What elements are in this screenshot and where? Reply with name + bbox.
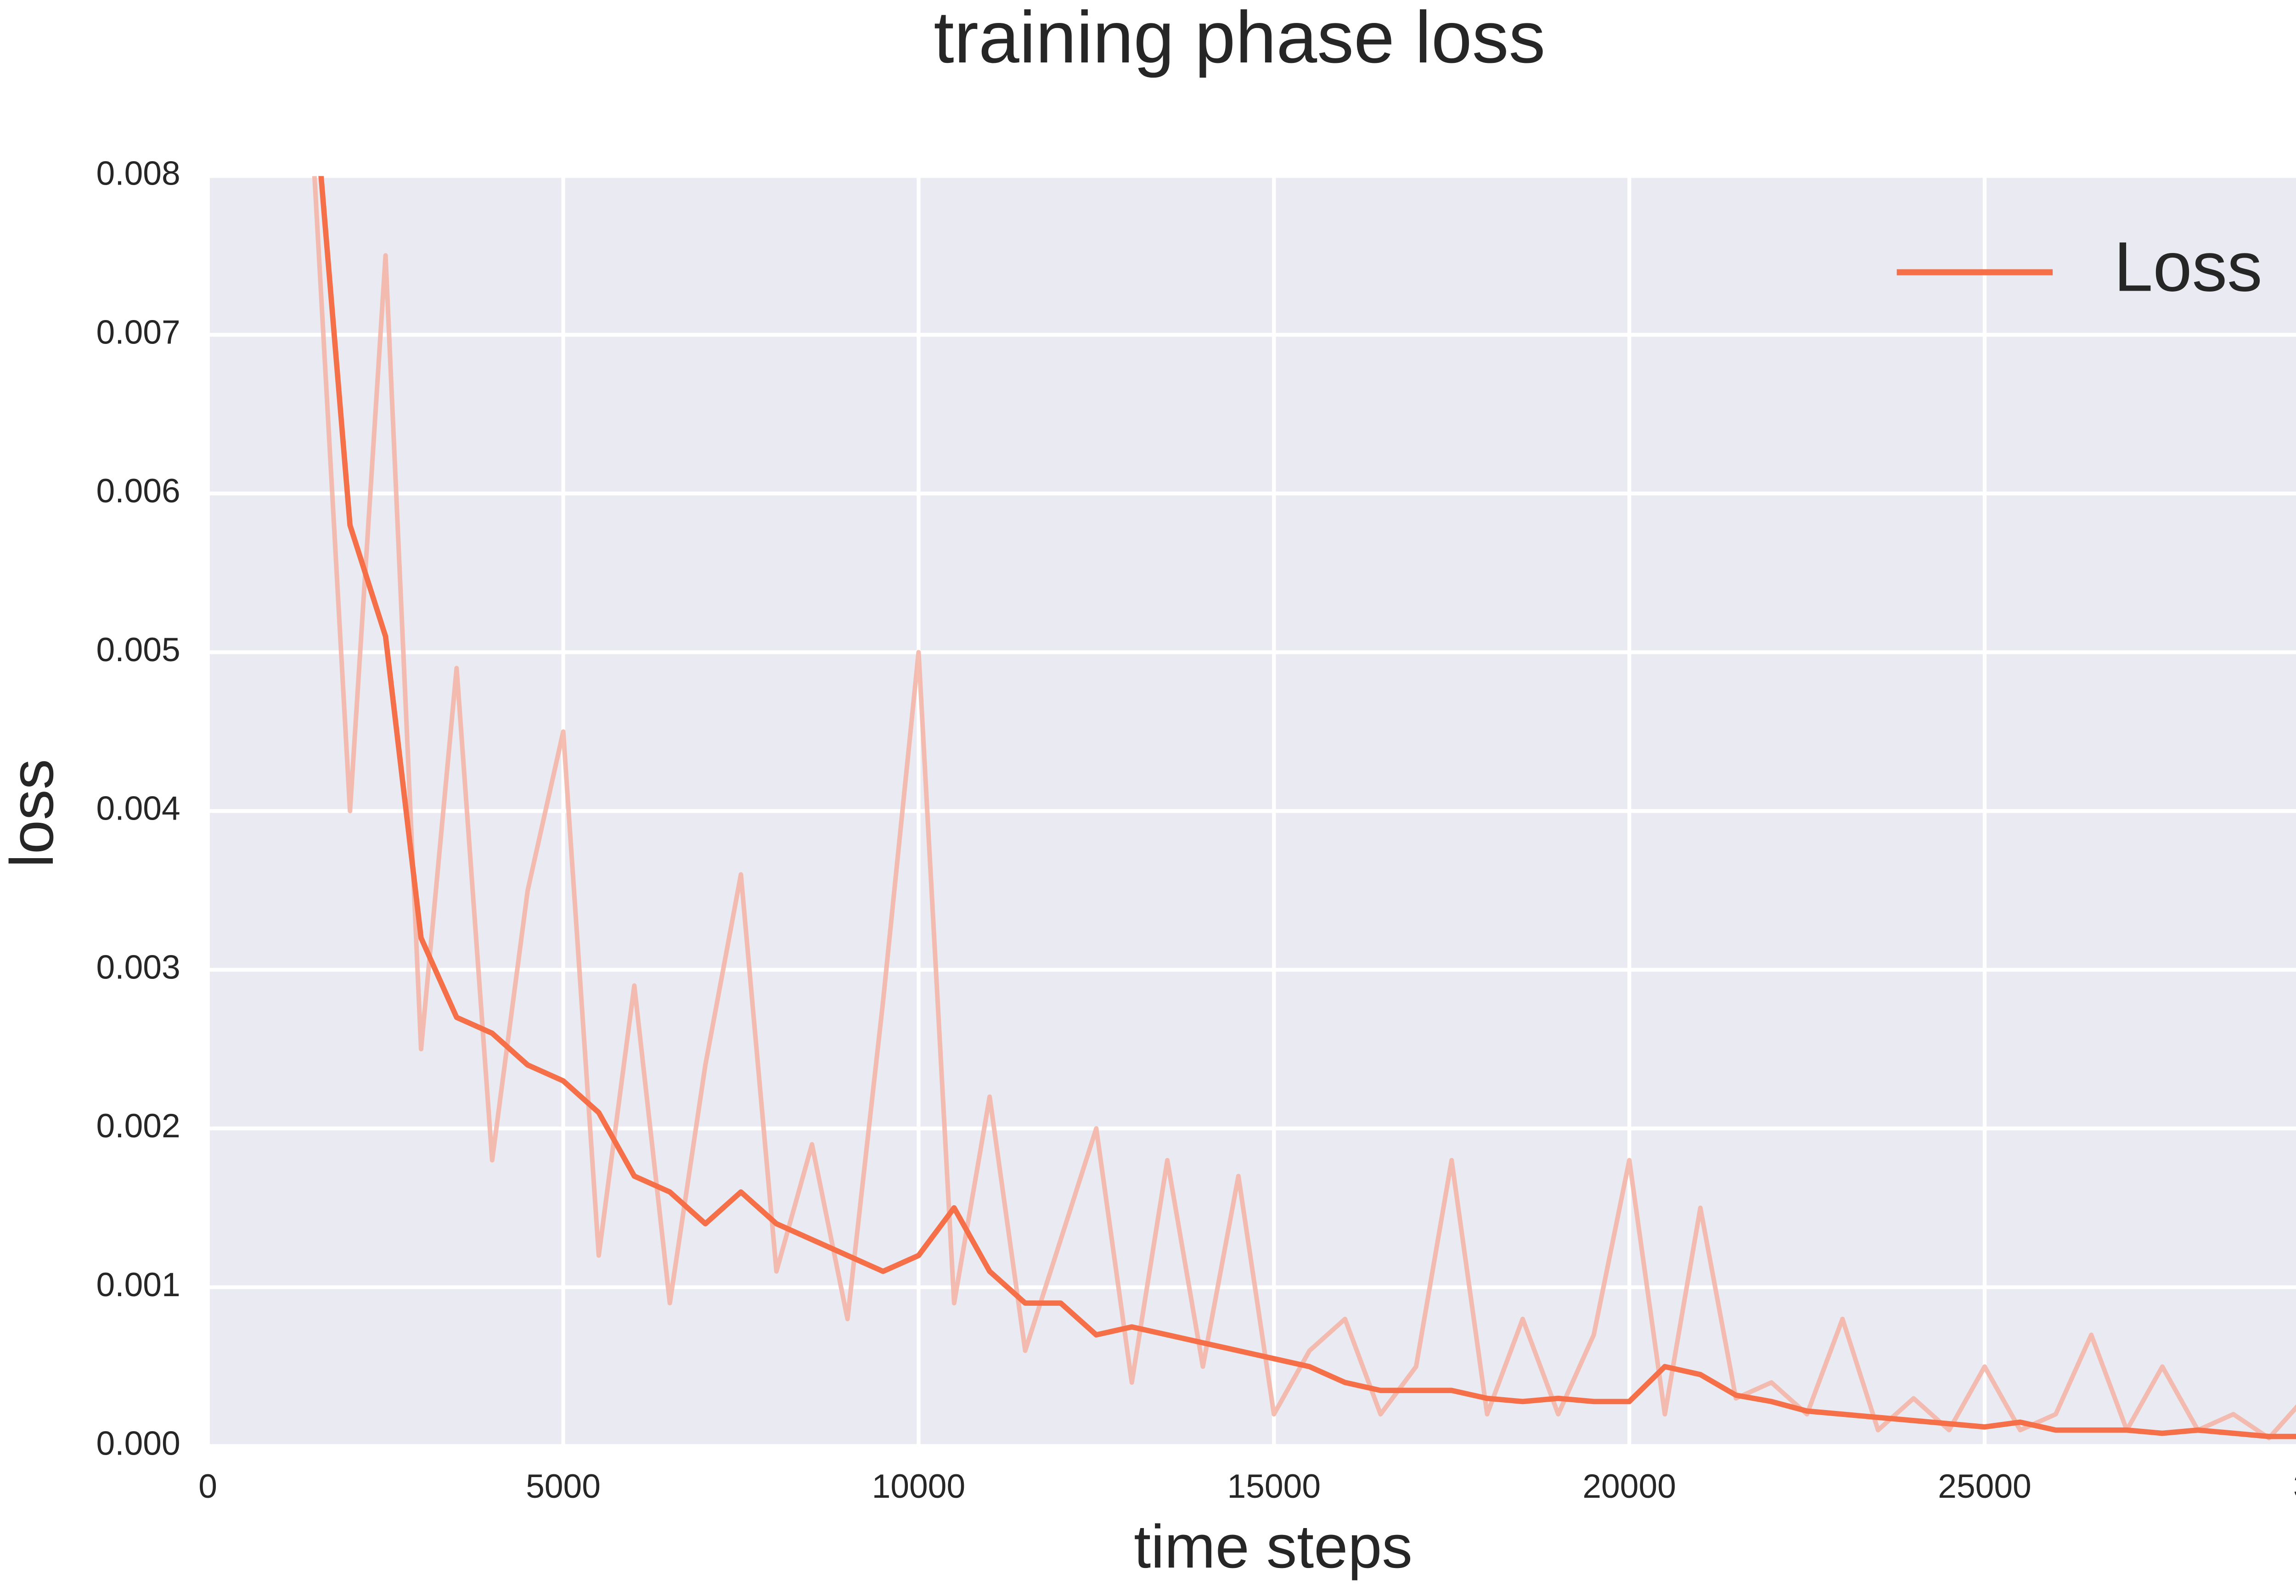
x-tick-label: 25000 bbox=[1938, 1467, 2032, 1505]
y-tick-label: 0.006 bbox=[96, 472, 180, 510]
y-tick-label: 0.008 bbox=[96, 155, 180, 192]
x-tick-label: 15000 bbox=[1227, 1467, 1321, 1505]
smoothed-line bbox=[318, 176, 2296, 1439]
chart-title: training phase loss bbox=[934, 0, 1545, 78]
y-axis-label: loss bbox=[0, 759, 66, 868]
raw-line bbox=[312, 176, 2296, 1440]
x-tick-label: 5000 bbox=[526, 1467, 601, 1505]
y-tick-label: 0.003 bbox=[96, 948, 180, 986]
legend-label: Loss bbox=[2114, 227, 2262, 306]
y-tick-label: 0.000 bbox=[96, 1425, 180, 1462]
y-tick-label: 0.002 bbox=[96, 1107, 180, 1145]
y-tick-label: 0.001 bbox=[96, 1266, 180, 1304]
x-tick-label: 10000 bbox=[872, 1467, 966, 1505]
x-tick-label: 30000 bbox=[2293, 1467, 2296, 1505]
x-tick-label: 0 bbox=[198, 1467, 217, 1505]
y-tick-label: 0.004 bbox=[96, 790, 180, 827]
y-tick-label: 0.007 bbox=[96, 313, 180, 351]
y-tick-label: 0.005 bbox=[96, 631, 180, 669]
x-axis-label: time steps bbox=[1134, 1512, 1412, 1581]
x-tick-label: 20000 bbox=[1582, 1467, 1676, 1505]
